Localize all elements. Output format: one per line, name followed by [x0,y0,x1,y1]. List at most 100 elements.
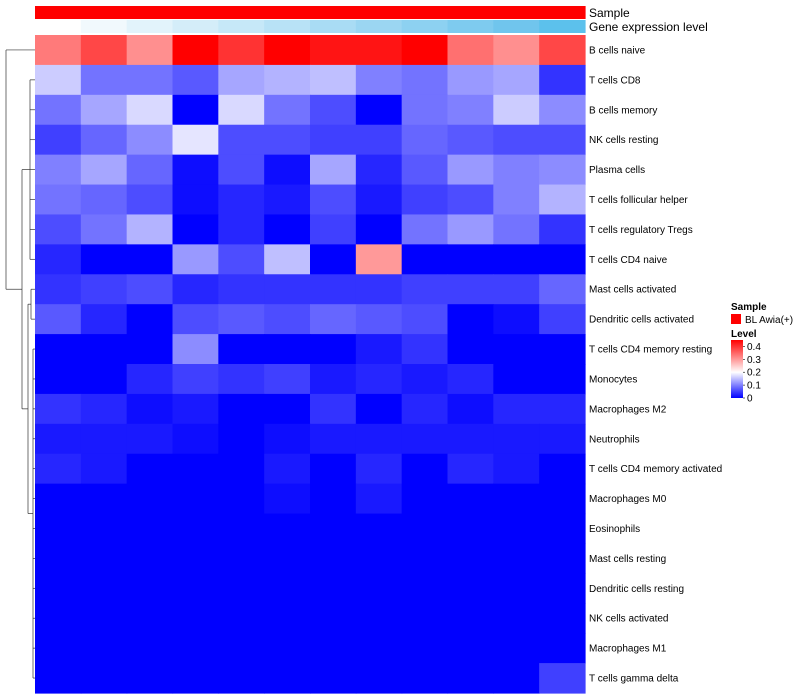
legend-tick-label: 0 [747,394,753,405]
legend-sample-swatch [731,314,741,324]
legend: Sample BL Awia(+) Level 0.4 0.3 0.2 0.1 0 [731,302,793,405]
row-label: T cells CD4 naive [589,255,668,266]
heatmap-cell [493,35,540,66]
heatmap-cell [493,603,540,634]
heatmap-cell [539,64,586,96]
heatmap-cell [126,64,174,96]
heatmap-cell [264,184,311,216]
heatmap-cell [447,94,494,126]
heatmap-cell [80,663,128,694]
heatmap-cell [172,393,219,425]
annotation-cell [447,6,494,19]
heatmap-cell [35,543,82,574]
legend-tick-label: 0.2 [747,368,761,379]
heatmap-cell [447,453,494,485]
heatmap-cell [447,633,494,664]
row-label: NK cells resting [589,135,658,146]
heatmap-cell [310,633,357,664]
heatmap-cell [264,483,311,515]
heatmap-cell [172,244,219,275]
heatmap-cell [35,393,82,425]
heatmap-cell [264,64,311,96]
heatmap-cell [172,573,219,604]
heatmap-cell [264,94,311,126]
heatmap-cell [218,483,265,515]
heatmap-cell [355,663,403,694]
heatmap-cell [447,513,494,545]
heatmap-cell [80,573,128,604]
heatmap-cell [80,423,128,455]
legend-tick-label: 0.1 [747,381,761,392]
heatmap-cell [493,124,540,156]
heatmap-cell [447,184,494,216]
heatmap-cell [493,423,540,455]
heatmap-cell [401,35,449,66]
heatmap-cell [447,573,494,604]
heatmap-cell [310,393,357,425]
heatmap-cell [493,94,540,126]
heatmap-cell [493,154,540,186]
heatmap-cell [310,453,357,485]
heatmap-cell [35,483,82,515]
heatmap-cell [35,244,82,275]
heatmap-cell [447,603,494,634]
heatmap-cell [539,573,586,604]
heatmap-cell [35,513,82,545]
heatmap-cell [355,483,403,515]
heatmap-cell [218,573,265,604]
heatmap-cell [493,453,540,485]
heatmap-cell [172,423,219,455]
heatmap-cell [172,274,219,305]
heatmap-cell [264,513,311,545]
heatmap-cell [493,334,540,365]
row-label: T cells CD8 [589,75,641,86]
heatmap-cell [355,94,403,126]
heatmap-cell [218,94,265,126]
heatmap-cell [310,543,357,574]
heatmap-cell [539,513,586,545]
heatmap-cell [35,633,82,664]
heatmap-cell [218,663,265,694]
heatmap-cell [172,35,219,66]
heatmap-cell [80,184,128,216]
annotation-cell [264,6,311,19]
heatmap-cell [539,633,586,664]
heatmap-cell [218,64,265,96]
heatmap-cell [447,334,494,365]
row-labels: B cells naive T cells CD8 B cells memory NK… [589,45,722,684]
heatmap-cell [80,214,128,245]
heatmap-cell [218,453,265,485]
heatmap-cell [264,663,311,694]
heatmap-cell [126,214,174,245]
heatmap-cell [126,393,174,425]
heatmap-cell [35,304,82,335]
legend-sample-title: Sample [731,302,767,313]
annotation-cell [401,20,449,33]
heatmap-cell [35,274,82,305]
heatmap-cell [264,423,311,455]
heatmap-cell [401,453,449,485]
heatmap-cell [126,334,174,365]
heatmap-cell [539,35,586,66]
heatmap-cell [310,663,357,694]
heatmap-cell [401,304,449,335]
heatmap-cell [126,304,174,335]
heatmap-cell [35,573,82,604]
heatmap-cell [493,184,540,216]
annotation-cell [35,6,82,19]
heatmap-cell [218,35,265,66]
annotation-cell [447,20,494,33]
heatmap-cell [401,543,449,574]
heatmap-cell [493,633,540,664]
heatmap-cell [401,154,449,186]
heatmap-cell [264,124,311,156]
heatmap-cell [355,573,403,604]
heatmap-cell [539,603,586,634]
heatmap-cell [539,274,586,305]
row-label: B cells memory [589,105,657,116]
heatmap-cell [35,423,82,455]
heatmap-cell [218,244,265,275]
heatmap-cell [126,663,174,694]
heatmap-cell [310,94,357,126]
